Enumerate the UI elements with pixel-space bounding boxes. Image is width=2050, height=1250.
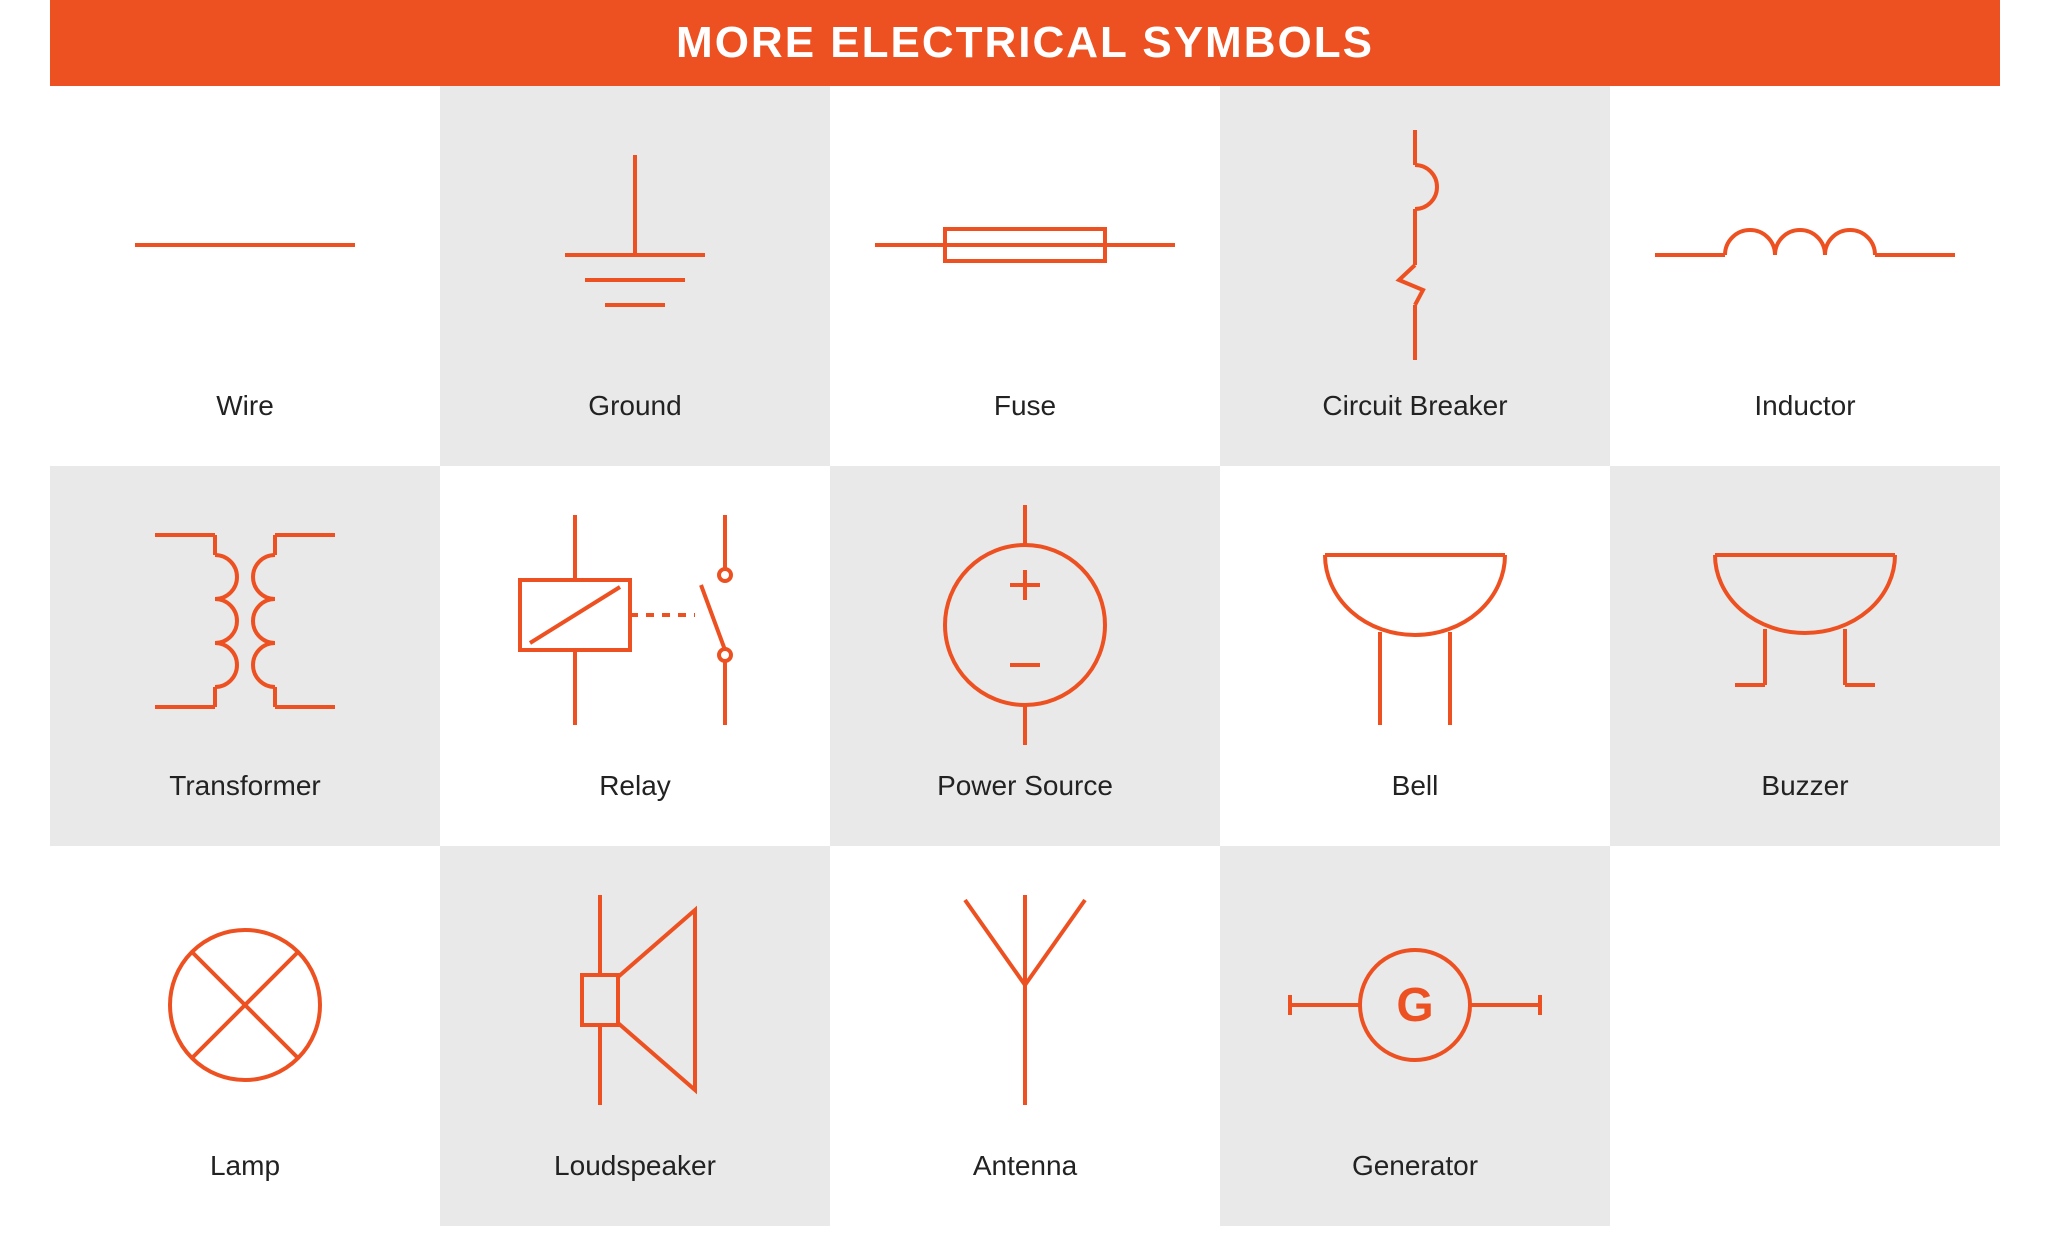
cell-loudspeaker: Loudspeaker [440, 846, 830, 1226]
cell-empty [1610, 846, 2000, 1226]
generator-letter: G [1396, 979, 1433, 1032]
lamp-label: Lamp [210, 1150, 280, 1182]
inductor-icon [1675, 130, 1935, 360]
bell-icon [1285, 510, 1545, 740]
antenna-label: Antenna [973, 1150, 1077, 1182]
cell-transformer: Transformer [50, 466, 440, 846]
ground-label: Ground [588, 390, 681, 422]
cell-antenna: Antenna [830, 846, 1220, 1226]
cell-ground: Ground [440, 86, 830, 466]
inductor-label: Inductor [1754, 390, 1855, 422]
power-source-label: Power Source [937, 770, 1113, 802]
antenna-icon [895, 890, 1155, 1120]
symbols-grid: Wire Ground Fuse [50, 86, 2000, 1226]
cell-power-source: Power Source [830, 466, 1220, 846]
cell-bell: Bell [1220, 466, 1610, 846]
circuit-breaker-label: Circuit Breaker [1322, 390, 1507, 422]
bell-label: Bell [1392, 770, 1439, 802]
header-bar: MORE ELECTRICAL SYMBOLS [50, 0, 2000, 86]
fuse-icon [895, 130, 1155, 360]
wire-label: Wire [216, 390, 274, 422]
cell-fuse: Fuse [830, 86, 1220, 466]
transformer-icon [115, 510, 375, 740]
generator-label: Generator [1352, 1150, 1478, 1182]
header-title: MORE ELECTRICAL SYMBOLS [676, 18, 1374, 67]
loudspeaker-icon [505, 890, 765, 1120]
cell-relay: Relay [440, 466, 830, 846]
cell-wire: Wire [50, 86, 440, 466]
cell-lamp: Lamp [50, 846, 440, 1226]
relay-icon [505, 510, 765, 740]
cell-buzzer: Buzzer [1610, 466, 2000, 846]
ground-icon [505, 130, 765, 360]
wire-icon [115, 130, 375, 360]
generator-icon: G [1285, 890, 1545, 1120]
circuit-breaker-icon [1285, 130, 1545, 360]
cell-inductor: Inductor [1610, 86, 2000, 466]
power-source-icon [895, 510, 1155, 740]
transformer-label: Transformer [169, 770, 320, 802]
lamp-icon [115, 890, 375, 1120]
buzzer-icon [1675, 510, 1935, 740]
buzzer-label: Buzzer [1761, 770, 1848, 802]
cell-generator: G Generator [1220, 846, 1610, 1226]
fuse-label: Fuse [994, 390, 1056, 422]
cell-circuit-breaker: Circuit Breaker [1220, 86, 1610, 466]
loudspeaker-label: Loudspeaker [554, 1150, 716, 1182]
relay-label: Relay [599, 770, 671, 802]
